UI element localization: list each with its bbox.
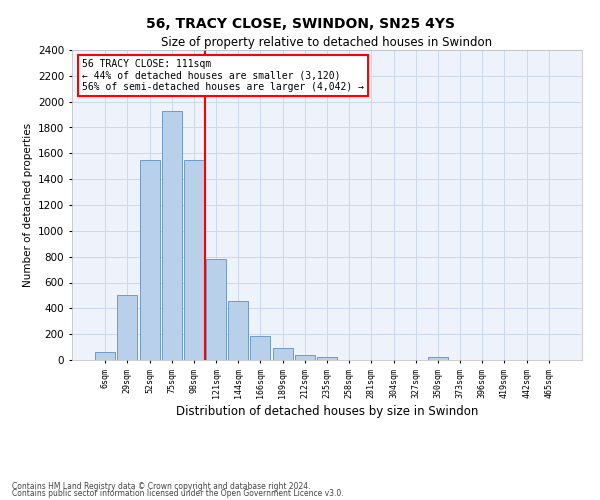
X-axis label: Distribution of detached houses by size in Swindon: Distribution of detached houses by size … (176, 404, 478, 417)
Bar (95, 352, 115, 360)
Bar (184, 160, 204, 360)
Bar (228, 300, 248, 360)
Text: 56 TRACY CLOSE: 111sqm
← 44% of detached houses are smaller (3,120)
56% of semi-: 56 TRACY CLOSE: 111sqm ← 44% of detached… (82, 60, 364, 92)
Bar (118, 296, 137, 360)
Text: 56, TRACY CLOSE, SWINDON, SN25 4YS: 56, TRACY CLOSE, SWINDON, SN25 4YS (146, 18, 455, 32)
Bar (140, 160, 160, 360)
Bar (272, 348, 293, 360)
Bar (162, 110, 182, 360)
Bar (250, 336, 271, 360)
Y-axis label: Number of detached properties: Number of detached properties (23, 123, 32, 287)
Bar (295, 356, 315, 360)
Title: Size of property relative to detached houses in Swindon: Size of property relative to detached ho… (161, 36, 493, 49)
Bar (317, 357, 337, 360)
Text: Contains HM Land Registry data © Crown copyright and database right 2024.: Contains HM Land Registry data © Crown c… (12, 482, 311, 491)
Bar (428, 358, 448, 360)
Bar (206, 259, 226, 360)
Text: Contains public sector information licensed under the Open Government Licence v3: Contains public sector information licen… (12, 489, 344, 498)
